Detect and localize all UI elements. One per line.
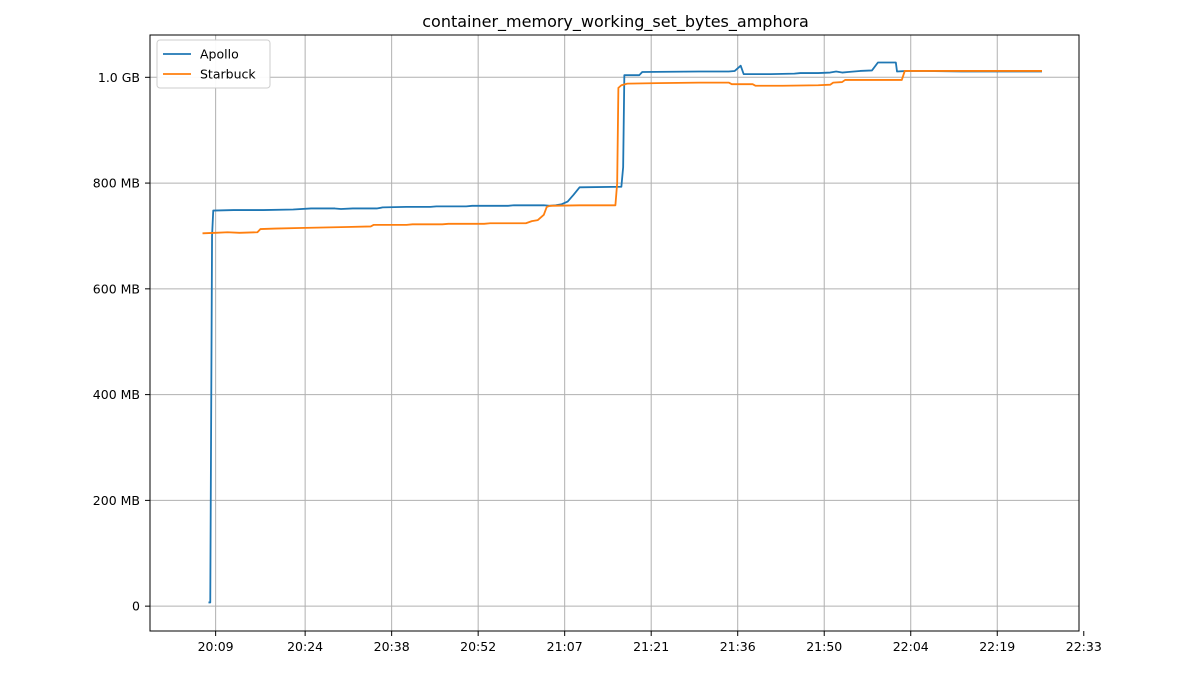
legend-label: Apollo [200, 47, 239, 62]
x-tick-label: 21:36 [720, 639, 756, 654]
y-tick-label: 200 MB [93, 493, 140, 508]
grid-layer [150, 35, 1079, 631]
series-line-starbuck [202, 70, 1043, 235]
legend-box [156, 39, 271, 89]
y-tick-label: 600 MB [93, 281, 140, 296]
x-tick-label: 20:52 [460, 639, 496, 654]
x-tick-label: 20:24 [287, 639, 323, 654]
y-tick-label: 1.0 GB [98, 70, 140, 85]
series-line-apollo [208, 61, 1043, 604]
y-tick-label: 800 MB [93, 176, 140, 191]
x-tick-label: 20:38 [374, 639, 410, 654]
series-layer [202, 61, 1043, 604]
y-axis: 0 200 MB 400 MB 600 MB 800 MB 1.0 GB [93, 70, 150, 614]
x-tick-label: 22:19 [979, 639, 1015, 654]
x-tick-label: 21:50 [806, 639, 842, 654]
legend: Apollo Starbuck [156, 39, 271, 89]
y-tick-label: 400 MB [93, 387, 140, 402]
x-tick-label: 22:33 [1066, 639, 1102, 654]
x-tick-label: 22:04 [893, 639, 929, 654]
legend-label: Starbuck [200, 67, 256, 82]
x-tick-label: 21:21 [633, 639, 669, 654]
plot-area-frame [149, 34, 1080, 632]
y-tick-label: 0 [132, 599, 140, 614]
chart-title: container_memory_working_set_bytes_ampho… [422, 12, 809, 32]
x-axis: 20:09 20:24 20:38 20:52 21:07 21:21 21:36 21:50… [198, 631, 1102, 654]
x-tick-label: 20:09 [198, 639, 234, 654]
x-tick-label: 21:07 [547, 639, 583, 654]
